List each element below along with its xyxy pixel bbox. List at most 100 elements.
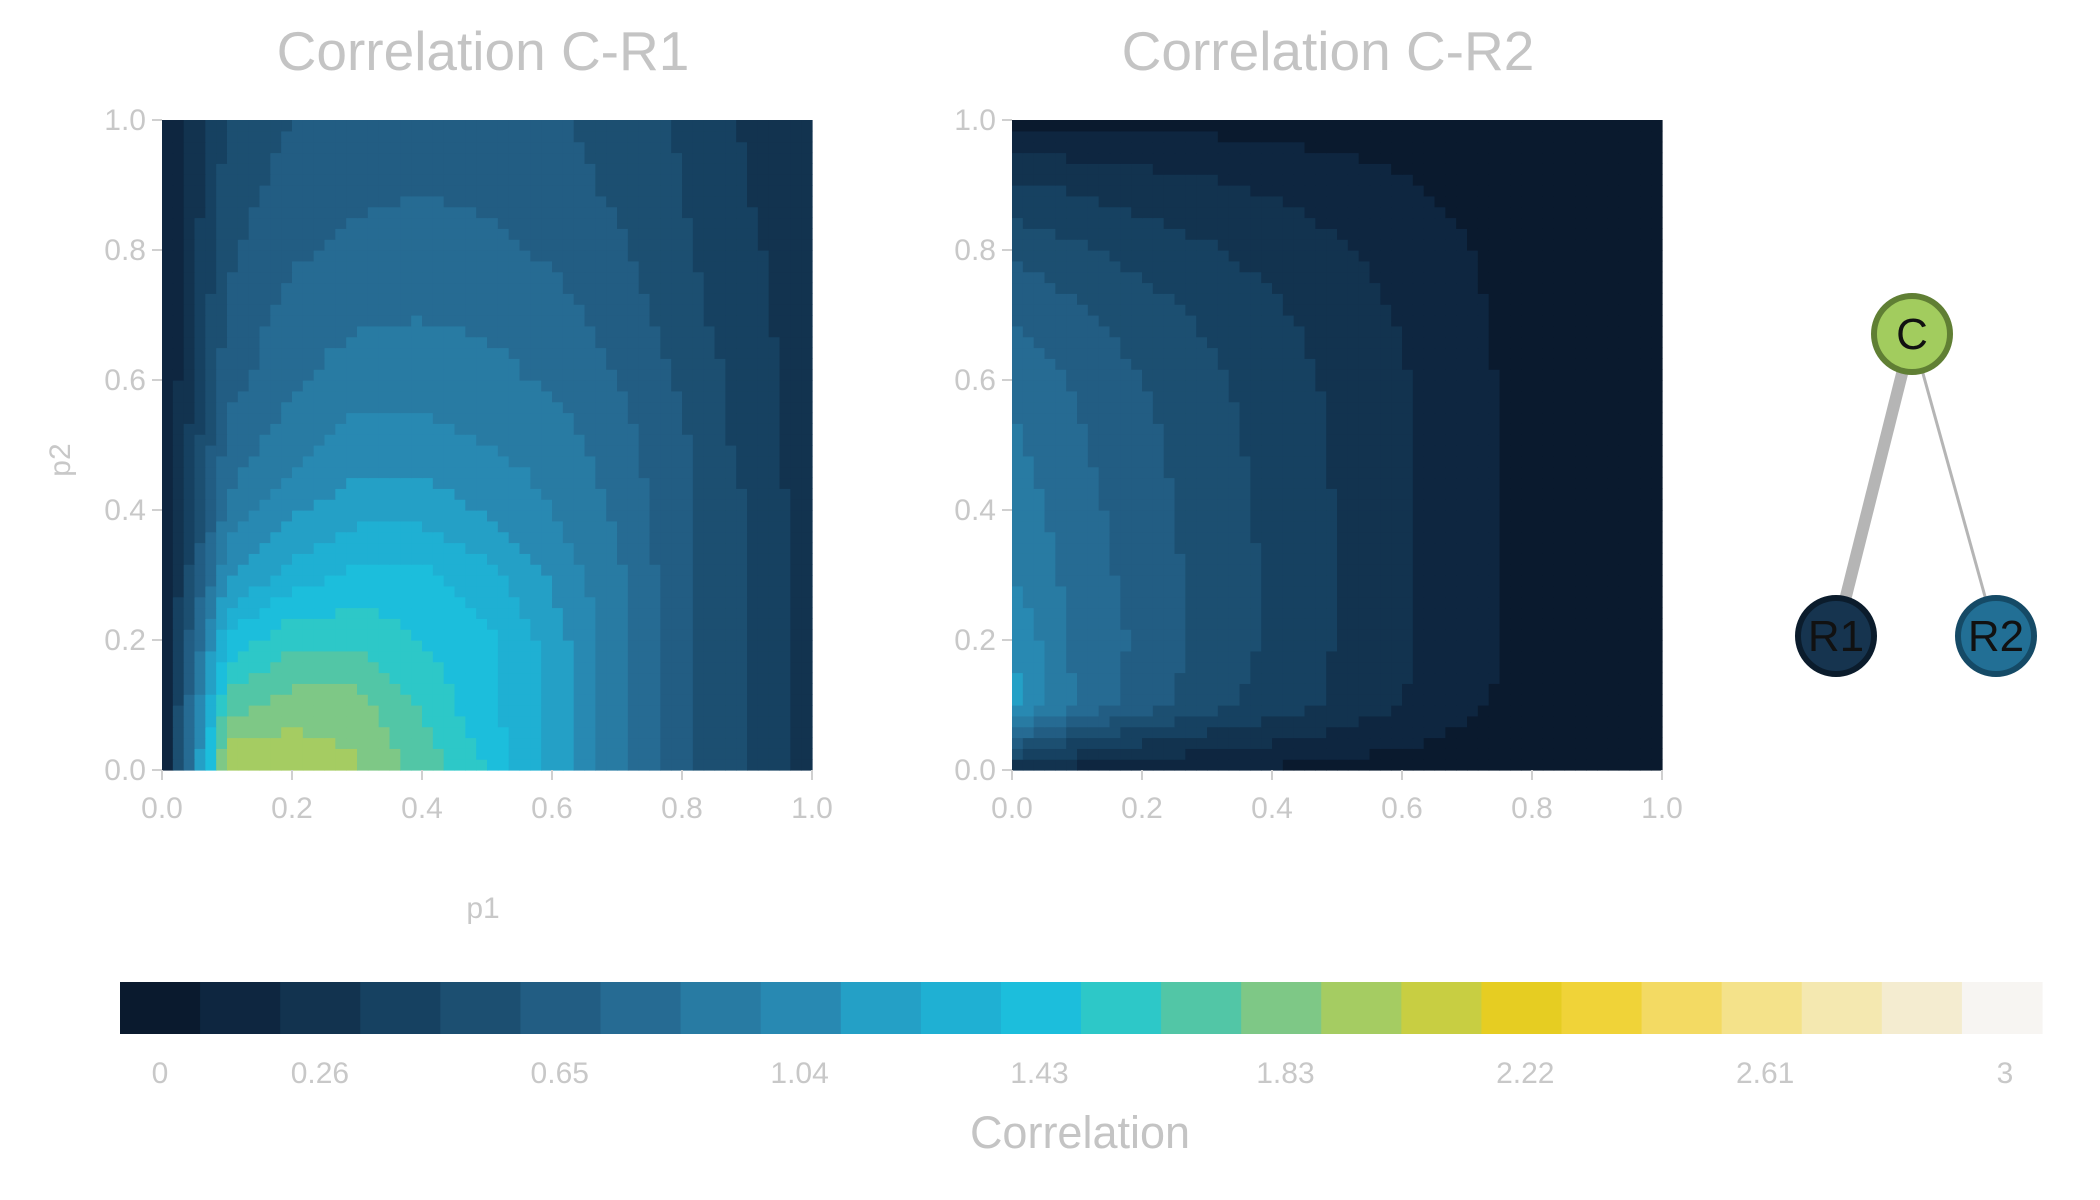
heatmap-cell [1293,640,1306,652]
heatmap-cell [248,661,261,674]
heatmap-cell [205,206,217,219]
heatmap-cell [1369,553,1381,565]
heatmap-cell [378,347,391,359]
heatmap-cell [1228,661,1241,674]
heatmap-cell [606,217,618,229]
heatmap-cell [1542,726,1555,739]
heatmap-cell [768,293,781,305]
heatmap-cell [714,596,726,609]
heatmap-cell [194,120,206,132]
heatmap-cell [400,315,412,327]
heatmap-cell [411,390,423,403]
heatmap-cell [367,748,380,760]
heatmap-cell [1077,694,1089,706]
heatmap-cell [259,531,271,544]
heatmap-cell [1607,705,1620,717]
heatmap-cell [281,174,293,186]
heatmap-cell [649,163,661,175]
heatmap-cell [1423,542,1436,554]
heatmap-cell [779,726,791,739]
heatmap-cell [183,542,196,554]
heatmap-cell [292,315,304,327]
heatmap-cell [1282,629,1295,641]
heatmap-cell [562,510,575,522]
heatmap-cell [389,618,401,630]
heatmap-cell [497,531,510,544]
heatmap-cell [346,694,358,706]
heatmap-cell [454,271,466,284]
heatmap-cell [248,434,261,446]
heatmap-cell [627,174,640,186]
heatmap-cell [747,705,759,717]
heatmap-cell [1217,607,1230,619]
heatmap-cell [801,705,813,717]
heatmap-cell [1044,618,1056,630]
heatmap-cell [736,163,748,175]
heatmap-cell [649,715,661,728]
heatmap-cell [736,141,748,154]
heatmap-cell [1499,607,1511,619]
heatmap-cell [259,520,271,533]
heatmap-cell [1564,640,1576,652]
heatmap-cell [606,618,618,630]
heatmap-cell [747,640,759,652]
heatmap-cell [422,347,434,359]
heatmap-cell [747,661,759,674]
heatmap-cell [768,705,781,717]
heatmap-cell [216,239,228,251]
heatmap-cell [671,445,683,457]
heatmap-cell [1131,531,1143,544]
heatmap-cell [768,748,781,760]
heatmap-cell [1326,607,1338,619]
heatmap-cell [1293,531,1306,544]
heatmap-cell [1597,640,1609,652]
heatmap-cell [346,542,358,554]
heatmap-cell [465,455,477,468]
heatmap-cell [248,380,261,392]
heatmap-cell [476,120,488,132]
heatmap-cell [487,575,499,587]
heatmap-cell [1358,726,1371,739]
heatmap-cell [465,629,477,641]
heatmap-cell [1228,596,1241,609]
heatmap-cell [389,141,401,154]
heatmap-cell [541,239,553,251]
heatmap-cell [1077,520,1089,533]
heatmap-cell [660,293,672,305]
heatmap-cell [757,759,770,771]
heatmap-cell [313,455,326,468]
heatmap-cell [660,152,672,164]
heatmap-cell [1055,564,1067,576]
heatmap-cell [1066,650,1078,663]
heatmap-cell [270,347,282,359]
heatmap-cell [292,499,304,511]
heatmap-cell [1196,520,1208,533]
heatmap-cell [1250,661,1262,674]
heatmap-cell [367,347,380,359]
heatmap-cell [682,531,694,544]
heatmap-cell [1022,661,1035,674]
heatmap-cell [1337,618,1349,630]
heatmap-cell [1629,748,1641,760]
heatmap-cell [1358,672,1371,684]
heatmap-cell [324,531,336,544]
heatmap-cell [562,325,575,338]
heatmap-cell [606,293,618,305]
heatmap-cell [1315,715,1327,728]
heatmap-cell [714,423,726,435]
heatmap-cell [400,629,412,641]
heatmap-cell [1607,650,1620,663]
heatmap-cell [1618,715,1631,728]
heatmap-cell [1185,683,1197,695]
heatmap-cell [1087,737,1100,749]
heatmap-cell [422,683,434,695]
heatmap-cell [552,293,564,305]
heatmap-cell [357,315,369,327]
heatmap-cell [530,304,542,316]
heatmap-cell [1131,618,1143,630]
heatmap-cell [638,683,651,695]
heatmap-cell [1456,672,1468,684]
heatmap-cell [443,607,456,619]
heatmap-cell [617,759,629,771]
heatmap-cell [1261,672,1273,684]
